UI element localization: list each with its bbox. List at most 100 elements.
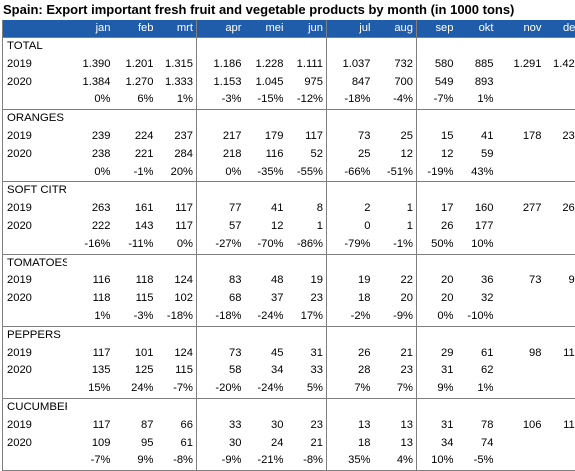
section-blank-cell [67, 254, 114, 272]
section-blank-cell [157, 38, 197, 56]
value-cell: 50% [417, 236, 457, 254]
value-cell: 36 [457, 272, 497, 290]
value-cell [545, 164, 575, 182]
section-name: PEPPERS [3, 326, 67, 344]
section-row: CUCUMBERS [3, 398, 575, 416]
value-cell: -24% [245, 380, 287, 398]
value-cell: 26 [327, 345, 374, 363]
section-blank-cell [497, 254, 545, 272]
value-cell: 117 [157, 200, 197, 218]
value-cell: 179 [245, 128, 287, 146]
value-cell: 118 [114, 272, 157, 290]
row-label: 2019 [3, 272, 67, 290]
value-cell: 26 [417, 218, 457, 236]
section-blank-cell [497, 398, 545, 416]
value-cell: 25 [327, 146, 374, 164]
section-row: TOMATOES [3, 254, 575, 272]
value-cell: 23 [287, 417, 327, 435]
section-blank-cell [327, 326, 374, 344]
section-blank-cell [417, 326, 457, 344]
value-cell: -9% [197, 452, 245, 470]
value-cell: 17 [417, 200, 457, 218]
value-cell: 263 [67, 200, 114, 218]
value-cell: -18% [157, 308, 197, 326]
section-blank-cell [287, 326, 327, 344]
header-corner [3, 20, 67, 38]
value-cell: 87 [114, 417, 157, 435]
section-blank-cell [245, 398, 287, 416]
section-blank-cell [545, 182, 575, 200]
value-cell: 32 [457, 290, 497, 308]
value-cell: -3% [197, 91, 245, 109]
value-cell: 125 [114, 362, 157, 380]
row-label: 2020 [3, 290, 67, 308]
section-blank-cell [374, 326, 417, 344]
value-cell: -8% [157, 452, 197, 470]
value-cell: 1% [457, 380, 497, 398]
section-blank-cell [545, 110, 575, 128]
value-cell [497, 362, 545, 380]
section-blank-cell [374, 38, 417, 56]
section-blank-cell [245, 38, 287, 56]
value-cell: 24% [114, 380, 157, 398]
value-cell: 6% [114, 91, 157, 109]
section-blank-cell [497, 326, 545, 344]
value-cell [545, 146, 575, 164]
section-name: CUCUMBERS [3, 398, 67, 416]
value-cell [497, 236, 545, 254]
section-blank-cell [245, 254, 287, 272]
value-cell: 61 [457, 345, 497, 363]
value-cell: 118 [67, 290, 114, 308]
section-blank-cell [374, 254, 417, 272]
value-cell: 124 [157, 272, 197, 290]
value-cell: 1 [374, 200, 417, 218]
section-blank-cell [67, 398, 114, 416]
change-row: 0%-1%20%0%-35%-55%-66%-51%-19%43% [3, 164, 575, 182]
section-blank-cell [545, 398, 575, 416]
value-cell: 58 [197, 362, 245, 380]
value-cell: 83 [197, 272, 245, 290]
value-cell: 115 [114, 290, 157, 308]
value-cell: 22 [374, 272, 417, 290]
value-cell: -51% [374, 164, 417, 182]
value-cell: 116 [67, 272, 114, 290]
value-cell: 37 [245, 290, 287, 308]
section-blank-cell [374, 398, 417, 416]
section-blank-cell [287, 398, 327, 416]
month-header-jul: jul [327, 20, 374, 38]
value-cell: 267 [545, 200, 575, 218]
value-cell: 9% [417, 380, 457, 398]
value-cell: 7% [327, 380, 374, 398]
section-blank-cell [245, 182, 287, 200]
value-cell: 61 [157, 435, 197, 453]
value-cell: -7% [67, 452, 114, 470]
value-cell: 117 [287, 128, 327, 146]
section-blank-cell [374, 182, 417, 200]
month-header-mrt: mrt [157, 20, 197, 38]
value-cell: 28 [327, 362, 374, 380]
value-cell: 1 [287, 218, 327, 236]
section-blank-cell [114, 38, 157, 56]
section-blank-cell [67, 326, 114, 344]
value-cell: 21 [374, 345, 417, 363]
value-cell: 23 [374, 362, 417, 380]
value-cell: 66 [157, 417, 197, 435]
section-blank-cell [67, 38, 114, 56]
section-blank-cell [417, 254, 457, 272]
section-blank-cell [545, 38, 575, 56]
section-blank-cell [114, 398, 157, 416]
value-cell: 1.270 [114, 74, 157, 92]
section-blank-cell [157, 398, 197, 416]
value-cell [497, 218, 545, 236]
section-blank-cell [374, 110, 417, 128]
value-cell: 15 [417, 128, 457, 146]
value-cell [545, 308, 575, 326]
value-cell: -86% [287, 236, 327, 254]
section-blank-cell [245, 110, 287, 128]
month-header-jan: jan [67, 20, 114, 38]
change-row: 15%24%-7%-20%-24%5%7%7%9%1% [3, 380, 575, 398]
value-cell: 549 [417, 74, 457, 92]
